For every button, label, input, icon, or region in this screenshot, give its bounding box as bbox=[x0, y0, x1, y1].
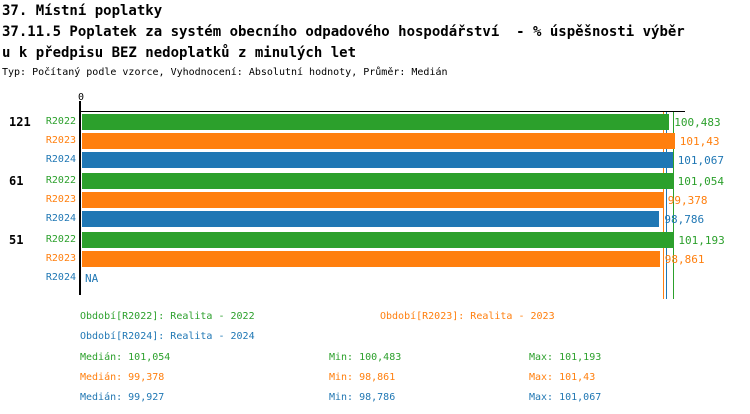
series-label-61-r2023: R2023 bbox=[45, 194, 76, 205]
series-label-61-r2024: R2024 bbox=[45, 213, 76, 224]
series-label-121-r2022: R2022 bbox=[45, 116, 76, 127]
stat-median-r2023: Medián: 99,378 bbox=[80, 372, 165, 383]
series-label-121-r2023: R2023 bbox=[45, 135, 76, 146]
value-label-61-r2023: 99,378 bbox=[667, 194, 708, 207]
stat-median-r2022: Medián: 101,054 bbox=[80, 352, 171, 363]
legend-item-r2022: Období[R2022]: Realita - 2022 bbox=[80, 311, 255, 322]
median-line-r2024 bbox=[666, 111, 667, 299]
bar-61-r2024[interactable] bbox=[82, 211, 660, 227]
group-label-61: 61 bbox=[9, 174, 24, 188]
bar-61-r2022[interactable] bbox=[82, 173, 673, 189]
value-label-121-r2023: 101,43 bbox=[679, 135, 720, 148]
value-label-121-r2024: 101,067 bbox=[677, 154, 725, 167]
value-label-121-r2022: 100,483 bbox=[674, 116, 721, 129]
x-axis-zero-label: 0 bbox=[77, 92, 85, 103]
series-label-51-r2022: R2022 bbox=[45, 234, 76, 245]
stat-median-r2024: Medián: 99,927 bbox=[80, 392, 165, 403]
median-line-r2022 bbox=[672, 111, 674, 299]
plot-top-border bbox=[79, 111, 685, 112]
bar-121-r2024[interactable] bbox=[82, 152, 673, 168]
median-line-r2023 bbox=[662, 111, 664, 299]
series-label-121-r2024: R2024 bbox=[45, 154, 76, 165]
value-label-51-r2024: NA bbox=[85, 272, 99, 285]
chart-title-line2: u k předpisu BEZ nedoplatků z minulých l… bbox=[2, 45, 357, 61]
y-axis-line bbox=[79, 101, 81, 295]
group-label-51: 51 bbox=[9, 233, 24, 247]
chart-title-line1: 37.11.5 Poplatek za systém obecního odpa… bbox=[2, 24, 685, 40]
legend-item-r2023: Období[R2023]: Realita - 2023 bbox=[380, 311, 555, 322]
stat-min-r2023: Min: 98,861 bbox=[329, 372, 396, 383]
series-label-51-r2024: R2024 bbox=[45, 272, 76, 283]
bar-121-r2023[interactable] bbox=[82, 133, 675, 149]
legend-item-r2024: Období[R2024]: Realita - 2024 bbox=[80, 331, 255, 342]
value-label-61-r2024: 98,786 bbox=[664, 213, 705, 226]
group-label-121: 121 bbox=[9, 115, 31, 129]
stat-max-r2023: Max: 101,43 bbox=[529, 372, 596, 383]
chart-meta: Typ: Počítaný podle vzorce, Vyhodnocení:… bbox=[2, 67, 448, 78]
series-label-61-r2022: R2022 bbox=[45, 175, 76, 186]
bar-51-r2023[interactable] bbox=[82, 251, 660, 267]
stat-min-r2024: Min: 98,786 bbox=[329, 392, 396, 403]
value-label-61-r2022: 101,054 bbox=[677, 175, 724, 188]
value-label-51-r2022: 101,193 bbox=[678, 234, 725, 247]
bar-61-r2023[interactable] bbox=[82, 192, 663, 208]
bar-121-r2022[interactable] bbox=[82, 114, 670, 130]
stat-max-r2022: Max: 101,193 bbox=[529, 352, 602, 363]
bar-51-r2022[interactable] bbox=[82, 232, 674, 248]
value-label-51-r2023: 98,861 bbox=[664, 253, 705, 266]
stat-max-r2024: Max: 101,067 bbox=[529, 392, 602, 403]
stat-min-r2022: Min: 100,483 bbox=[329, 352, 402, 363]
series-label-51-r2023: R2023 bbox=[45, 253, 76, 264]
page-title: 37. Místní poplatky bbox=[2, 3, 163, 19]
bar-chart: 0 121 R2022 100,483 R2023 101,43 R2024 101,067… bbox=[9, 92, 725, 299]
